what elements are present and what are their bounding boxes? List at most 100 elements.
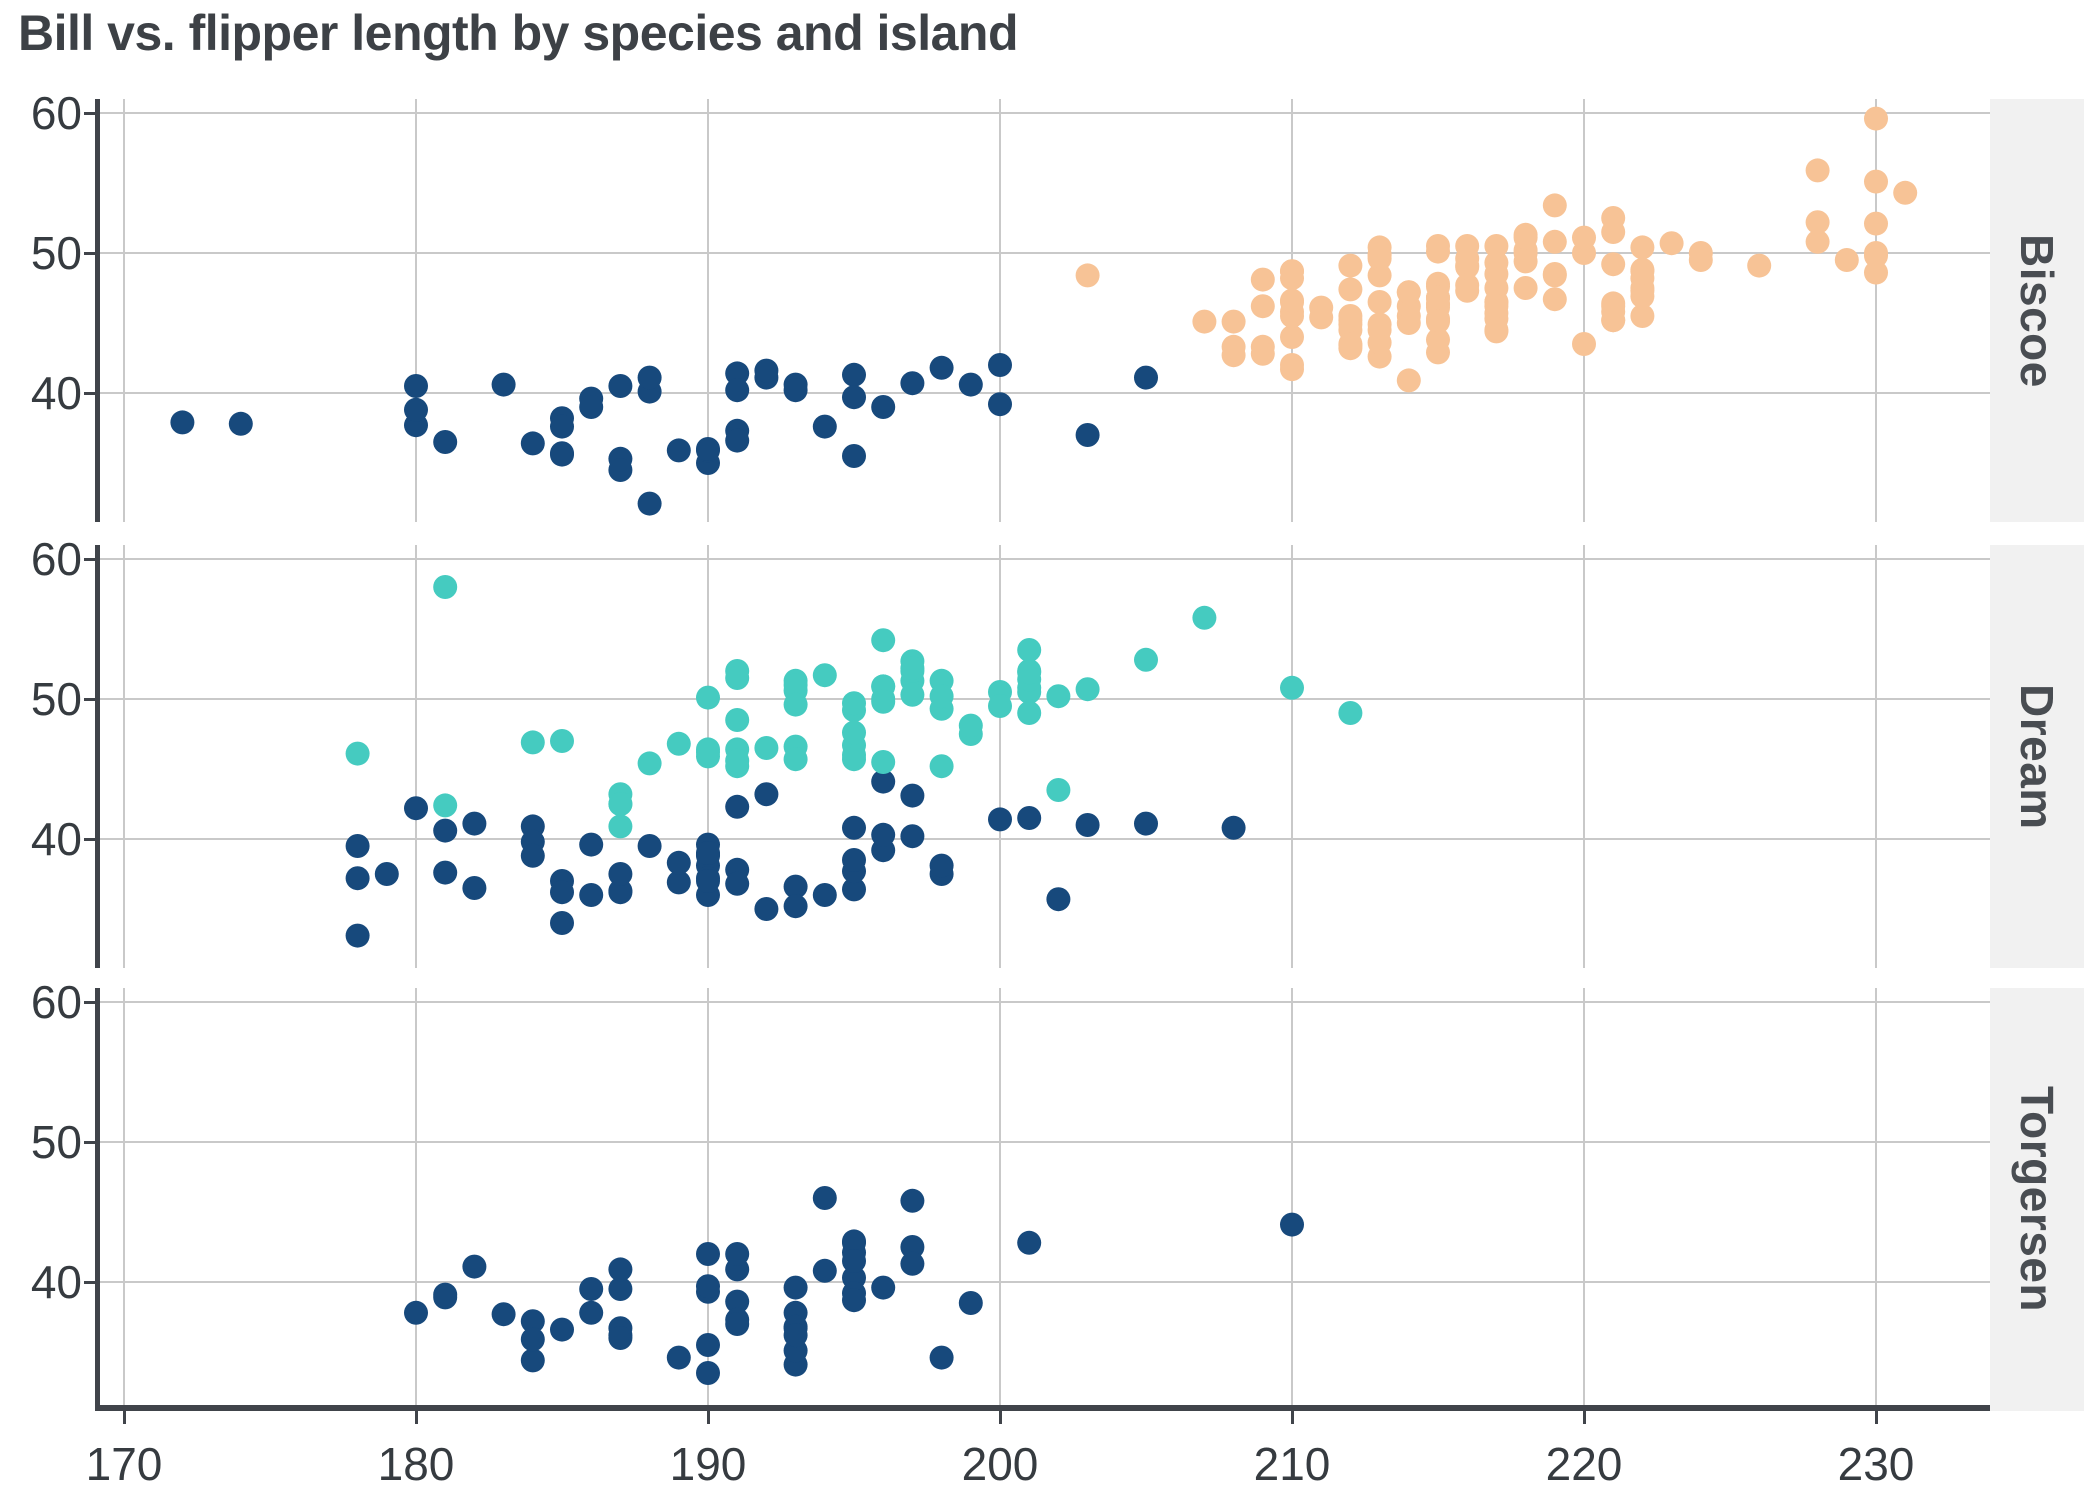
data-point: [666, 1345, 691, 1370]
data-point: [637, 751, 662, 776]
data-point: [1630, 304, 1655, 328]
data-point: [1075, 263, 1100, 288]
data-point: [754, 736, 779, 760]
data-point: [900, 824, 925, 849]
data-point: [900, 1251, 925, 1276]
data-point: [666, 850, 691, 875]
data-point: [696, 1242, 720, 1266]
y-tick-label: 50: [30, 1116, 82, 1168]
data-point: [725, 361, 750, 386]
data-point: [1192, 309, 1217, 334]
x-tick-label: 210: [1253, 1438, 1331, 1490]
data-point: [1893, 180, 1918, 205]
data-point: [1367, 263, 1392, 288]
data-point: [900, 371, 925, 396]
y-tick-label: 40: [30, 1256, 82, 1308]
data-point: [491, 372, 516, 397]
chart-title: Bill vs. flipper length by species and i…: [18, 5, 1019, 61]
data-point: [1513, 276, 1538, 300]
y-axis-line: [95, 99, 100, 522]
data-point: [842, 444, 866, 468]
data-point: [228, 411, 253, 436]
facet-plot-dream: [95, 545, 1990, 968]
y-tick-label: 50: [30, 227, 82, 279]
data-point: [579, 1300, 604, 1325]
data-point: [433, 793, 458, 818]
data-point: [1017, 1230, 1042, 1255]
data-point: [1338, 277, 1363, 302]
data-point: [842, 720, 866, 745]
data-point: [842, 1229, 866, 1254]
data-point: [1367, 312, 1392, 337]
data-point: [929, 754, 954, 779]
data-point: [608, 1277, 633, 1301]
data-point: [520, 431, 545, 456]
data-point: [550, 1317, 574, 1342]
y-tick-label: 40: [30, 367, 82, 419]
data-point: [988, 807, 1012, 832]
facet-panel-torgersen: [95, 988, 1990, 1411]
data-point: [1046, 887, 1071, 912]
y-axis-line: [95, 988, 100, 1411]
y-tick-mark: [84, 698, 95, 701]
data-point: [1221, 334, 1246, 359]
data-point: [871, 395, 896, 419]
data-point: [579, 832, 604, 857]
data-point: [900, 1188, 925, 1213]
data-point: [725, 1289, 750, 1314]
series-adelie: [345, 769, 1246, 948]
data-point: [812, 883, 837, 907]
data-point: [696, 841, 720, 865]
data-point: [871, 1275, 896, 1300]
data-point: [579, 883, 604, 907]
data-point: [725, 1312, 750, 1336]
data-point: [637, 834, 662, 858]
data-point: [725, 378, 750, 403]
data-point: [608, 458, 633, 482]
y-tick-label: 60: [30, 87, 82, 139]
x-tick-label: 230: [1837, 1438, 1915, 1490]
data-point: [696, 1274, 720, 1299]
data-point: [462, 1254, 487, 1279]
facet-strip-biscoe: Biscoe: [1990, 99, 2084, 522]
data-point: [170, 410, 195, 435]
facet-strip-torgersen: Torgersen: [1990, 988, 2084, 1411]
data-point: [1864, 106, 1888, 131]
data-point: [842, 362, 866, 387]
data-point: [550, 729, 574, 753]
data-point: [696, 1333, 720, 1357]
data-point: [1484, 234, 1509, 258]
data-point: [608, 374, 633, 398]
data-point: [550, 880, 574, 905]
data-point: [637, 365, 662, 390]
x-tick-label: 220: [1545, 1438, 1623, 1490]
data-point: [1864, 211, 1888, 236]
data-point: [1309, 305, 1334, 330]
data-point: [1046, 778, 1071, 802]
data-point: [842, 1249, 866, 1273]
data-point: [1367, 330, 1392, 355]
x-tick-mark: [707, 1411, 710, 1424]
data-point: [1221, 309, 1246, 334]
data-point: [491, 1302, 516, 1327]
data-point: [1805, 158, 1830, 183]
data-point: [988, 353, 1012, 377]
data-point: [1046, 684, 1071, 709]
data-point: [345, 834, 370, 858]
data-point: [666, 731, 691, 756]
data-point: [1542, 263, 1567, 288]
facet-strip-dream: Dream: [1990, 545, 2084, 968]
data-point: [1455, 278, 1480, 303]
data-point: [1542, 287, 1567, 312]
series-gentoo: [1075, 106, 1918, 393]
data-point: [783, 692, 808, 717]
data-point: [1630, 284, 1655, 309]
y-tick-mark: [84, 112, 95, 115]
data-point: [433, 860, 458, 885]
data-point: [1338, 253, 1363, 278]
data-point: [842, 385, 866, 410]
y-tick-mark: [84, 392, 95, 395]
data-point: [1805, 210, 1830, 235]
data-point: [550, 911, 574, 935]
